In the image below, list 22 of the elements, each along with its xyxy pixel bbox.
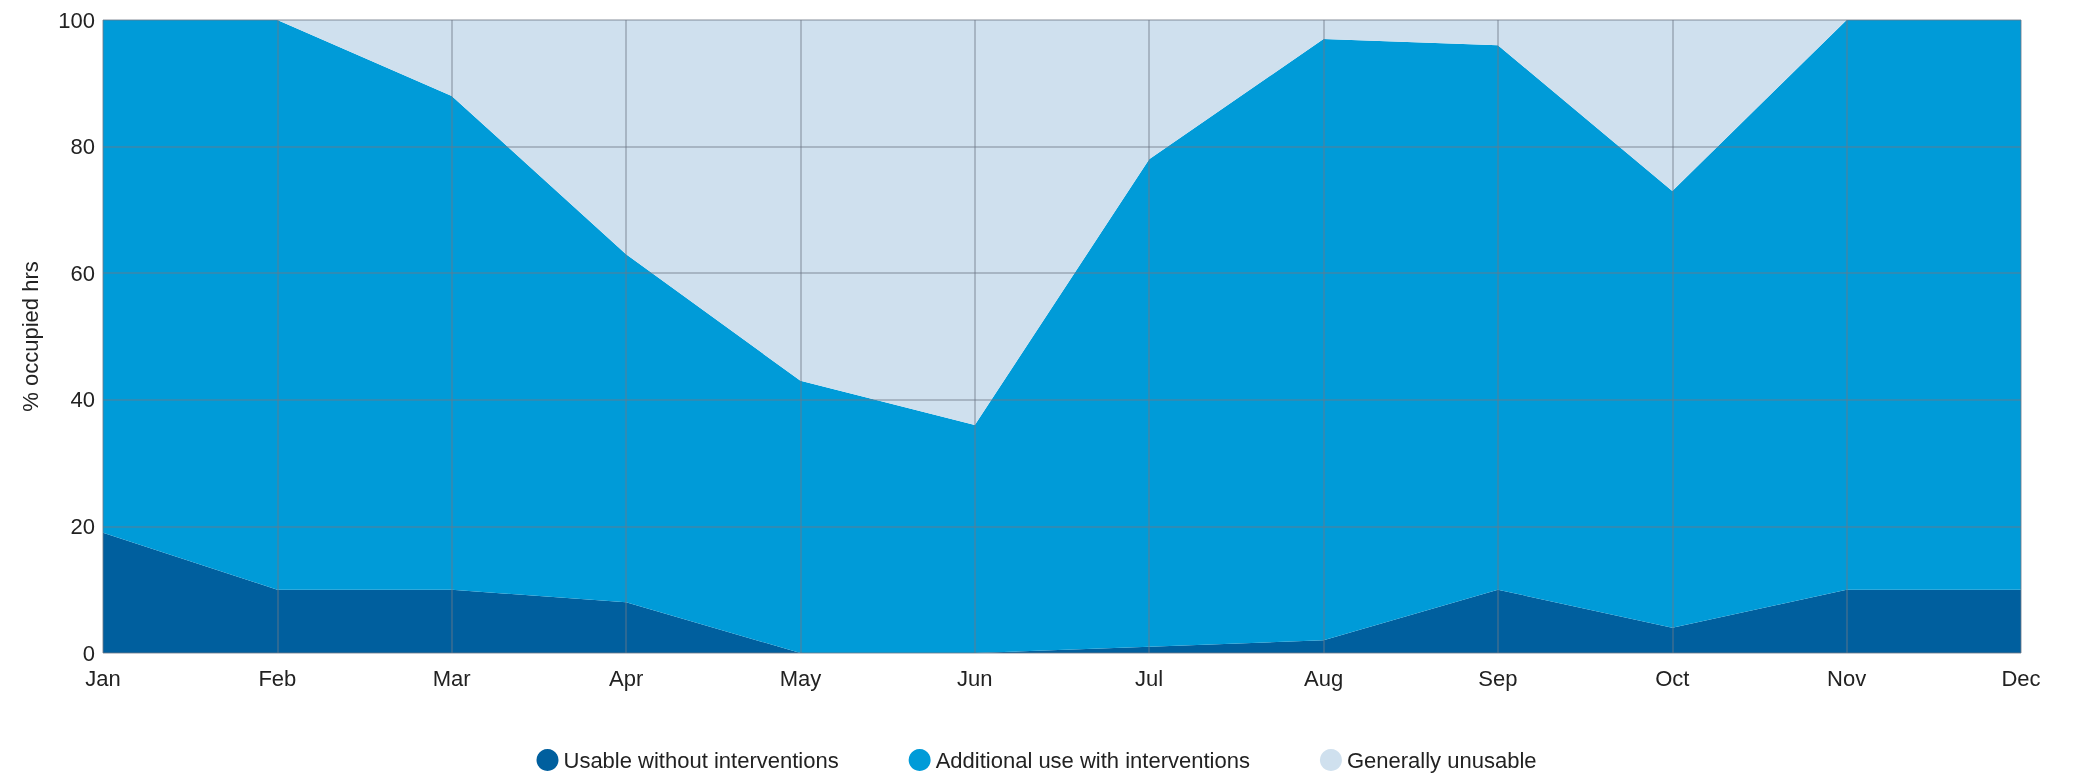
x-tick-label: Sep [1478,665,1518,691]
x-tick-label: Dec [2001,665,2041,691]
y-tick-label: 20 [70,513,95,539]
x-tick-label: Apr [608,665,644,691]
x-tick-label: Aug [1303,665,1344,691]
y-tick-label: 40 [70,387,95,413]
legend-label: Additional use with interventions [935,747,1250,773]
legend-label: Usable without interventions [563,747,839,773]
x-tick-label: Feb [258,665,297,691]
legend-label: Generally unusable [1346,747,1537,773]
x-tick-label: Jun [957,665,993,691]
x-tick-label: Mar [432,665,471,691]
y-tick-label: 100 [58,7,95,33]
x-tick-label: Oct [1655,665,1690,691]
y-axis-title: % occupied hrs [17,261,43,412]
x-tick-label: Nov [1827,665,1867,691]
y-tick-label: 60 [70,260,95,286]
x-tick-label: Jan [85,665,121,691]
y-tick-label: 0 [82,640,95,666]
y-tick-label: 80 [70,134,95,160]
x-tick-label: Jul [1135,665,1164,691]
x-tick-label: May [779,665,822,691]
